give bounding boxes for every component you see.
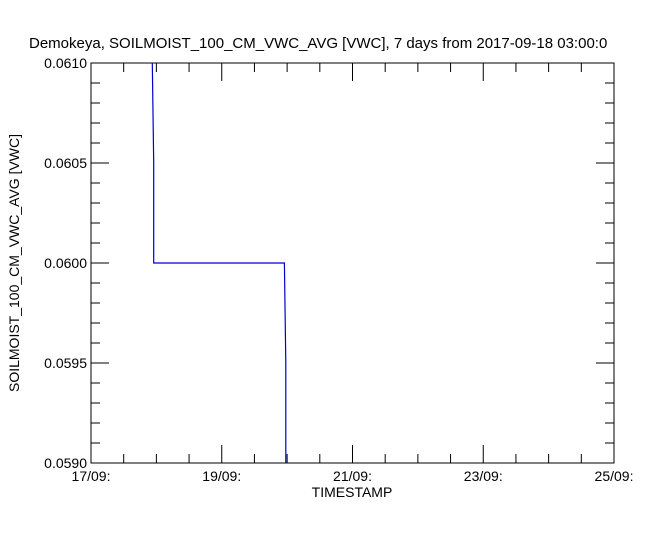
y-tick-label: 0.0605: [44, 155, 87, 171]
series-line: [151, 62, 287, 463]
x-axis-label: TIMESTAMP: [312, 484, 393, 500]
x-tick-label: 23/09:: [464, 468, 503, 484]
series-layer: [151, 62, 287, 463]
x-tick-label: 19/09:: [202, 468, 241, 484]
y-tick-label: 0.0590: [44, 455, 87, 471]
tick-labels: 17/09: 19/09: 21/09: 23/09: 25/09: 0.0590 0.05…: [44, 55, 633, 484]
y-tick-label: 0.0595: [44, 355, 87, 371]
axis-ticks: [90, 62, 615, 464]
y-tick-label: 0.0610: [44, 55, 87, 71]
x-tick-label: 21/09:: [333, 468, 372, 484]
chart-title: Demokeya, SOILMOIST_100_CM_VWC_AVG [VWC]…: [29, 35, 607, 52]
y-axis-label: SOILMOIST_100_CM_VWC_AVG [VWC]: [6, 134, 22, 392]
x-tick-label: 17/09:: [72, 468, 111, 484]
y-tick-label: 0.0600: [44, 255, 87, 271]
x-tick-label: 25/09:: [595, 468, 634, 484]
